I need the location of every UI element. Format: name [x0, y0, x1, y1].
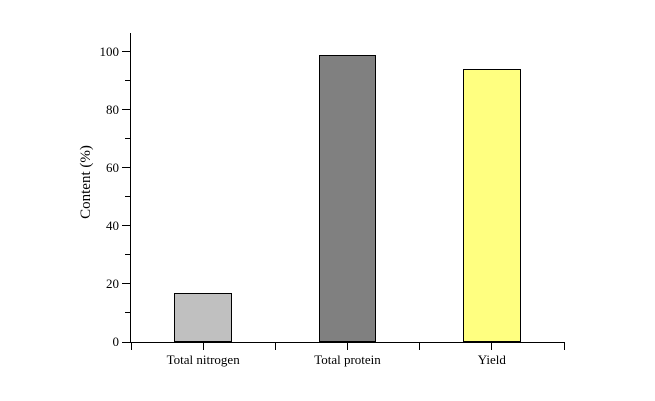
x-boundary-tick [130, 342, 132, 350]
x-major-tick [347, 342, 348, 350]
y-tick-label: 80 [106, 101, 119, 117]
bar [318, 54, 377, 342]
x-boundary-tick [274, 342, 276, 350]
y-major-tick [122, 109, 130, 111]
y-tick-label: 0 [112, 334, 120, 349]
y-major-tick [122, 225, 130, 227]
x-boundary-tick [563, 342, 565, 350]
y-tick-label: 20 [106, 275, 119, 291]
x-category-label: Yield [477, 352, 506, 367]
y-major-tick [122, 51, 130, 53]
x-category-label: Total nitrogen [166, 352, 240, 367]
y-minor-tick [125, 138, 130, 140]
x-major-tick [202, 342, 204, 350]
plot-area: 0 20 40 60 80 100 Total nitrogen Total protein Y… [100, 33, 565, 367]
y-major-tick [122, 341, 130, 343]
y-tick-label: 100 [99, 43, 120, 59]
bar [462, 69, 521, 342]
y-minor-tick [125, 254, 130, 256]
y-tick-label: 60 [106, 159, 119, 175]
y-minor-tick [125, 80, 130, 82]
y-major-tick [122, 167, 130, 169]
y-minor-tick [125, 196, 130, 198]
x-category-label: Total protein [314, 352, 381, 367]
x-major-tick [491, 342, 493, 350]
y-minor-tick [125, 312, 130, 314]
y-major-tick [122, 283, 130, 285]
x-boundary-tick [419, 342, 421, 350]
y-tick-label: 40 [106, 217, 119, 233]
bar [174, 292, 233, 342]
